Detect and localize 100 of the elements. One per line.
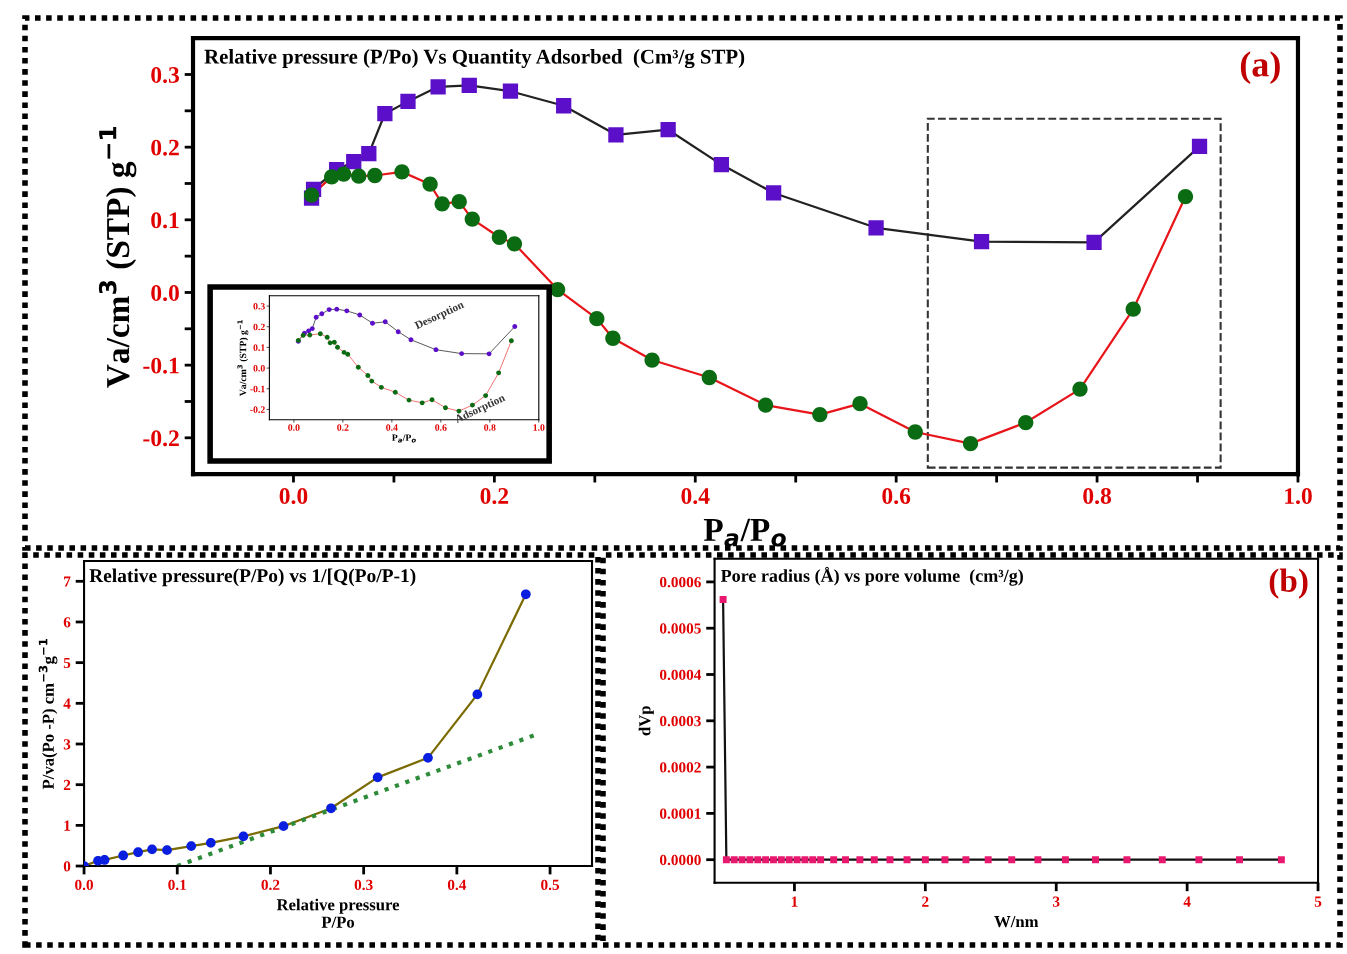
- point: [419, 400, 425, 406]
- x-tick-label: 1: [791, 896, 798, 907]
- y-tick-label: 0: [63, 861, 71, 872]
- x-tick-label: 0.0: [75, 879, 94, 891]
- point: [520, 589, 531, 600]
- point: [907, 424, 923, 440]
- point: [423, 752, 433, 763]
- x-tick-label: 0.0: [279, 488, 308, 505]
- point: [307, 332, 313, 338]
- y-tick-label: 0.3: [253, 302, 265, 310]
- point: [608, 127, 624, 143]
- point: [408, 337, 414, 343]
- point: [400, 93, 416, 110]
- point: [644, 352, 660, 368]
- point: [133, 847, 143, 858]
- point: [392, 389, 398, 395]
- annotation: (a): [1240, 51, 1280, 84]
- x-tick-label: 0.3: [354, 879, 373, 891]
- x-axis-title: P$_{a}$/P$_{o}$: [391, 434, 416, 443]
- point: [278, 821, 289, 832]
- y-axis-title: Va/cm$^{3}$ (STP) g$^{−1}$: [237, 320, 249, 397]
- point: [422, 176, 438, 192]
- x-tick-label: 0.2: [480, 488, 509, 505]
- y-tick-label: 0.2: [253, 323, 265, 331]
- x-tick-label: 2: [922, 896, 929, 907]
- x-tick-label: 0.0: [288, 424, 300, 431]
- point: [962, 435, 979, 452]
- point: [319, 311, 325, 317]
- point: [370, 320, 375, 326]
- y-tick-label: 0.3: [151, 66, 180, 84]
- point: [313, 314, 319, 320]
- x-tick-label: 0.8: [484, 424, 496, 431]
- point: [757, 397, 774, 413]
- point: [486, 351, 492, 357]
- point: [852, 396, 868, 412]
- y-tick-label: -0.1: [250, 385, 265, 393]
- y-tick-label: 0.1: [151, 212, 179, 229]
- annotation: (b): [1269, 568, 1308, 599]
- x-tick-label: 0.6: [435, 424, 447, 431]
- point: [99, 855, 110, 865]
- y-tick-label: 5: [63, 657, 71, 669]
- y-tick-label: -0.2: [250, 406, 265, 413]
- y-tick-label: 0.0002: [659, 762, 701, 773]
- point: [550, 281, 566, 298]
- point: [361, 146, 377, 162]
- y-tick-label: 3: [63, 739, 71, 750]
- chart-title: Relative pressure(P/Po) vs 1/[Q(Po/P-1): [89, 568, 416, 587]
- point: [461, 77, 477, 94]
- y-tick-label: -0.2: [143, 430, 179, 447]
- x-tick-label: 3: [1052, 896, 1060, 907]
- point: [309, 326, 315, 332]
- x-tick-label: 0.5: [541, 879, 560, 891]
- point: [382, 319, 388, 325]
- point: [451, 194, 467, 210]
- point: [660, 122, 676, 138]
- point: [605, 330, 621, 346]
- point: [335, 344, 340, 350]
- x-tick-label: 0.2: [261, 879, 280, 891]
- point: [346, 154, 362, 170]
- y-tick-label: 6: [63, 617, 71, 628]
- point: [434, 196, 450, 212]
- point: [429, 397, 435, 403]
- point: [1018, 414, 1034, 431]
- y-tick-label: 4: [63, 698, 71, 709]
- point: [812, 406, 828, 423]
- y-tick-label: 0.0004: [659, 669, 702, 681]
- x-axis-title: Relative pressure P/Po: [276, 898, 400, 928]
- point: [491, 229, 508, 245]
- point: [345, 351, 351, 357]
- point: [367, 167, 383, 184]
- x-tick-label: 1.0: [1285, 488, 1312, 505]
- point: [324, 334, 330, 340]
- point: [701, 369, 717, 386]
- point: [472, 689, 483, 700]
- y-axis-title: Va/cm$^{3}$ (STP) g$^{−1}$: [98, 126, 137, 388]
- y-tick-label: 0.0003: [659, 715, 701, 727]
- x-axis-title: W/nm: [994, 916, 1039, 928]
- y-tick-label: 0.1: [253, 344, 265, 351]
- y-tick-label: 0.0001: [659, 808, 701, 819]
- x-tick-label: 0.2: [337, 424, 349, 431]
- x-tick-label: 4: [1183, 896, 1191, 907]
- point: [344, 308, 350, 314]
- point: [162, 845, 172, 856]
- point: [443, 405, 448, 411]
- point: [430, 79, 446, 95]
- y-tick-label: 0.0: [151, 284, 179, 302]
- point: [357, 312, 363, 318]
- point: [1072, 381, 1088, 397]
- point: [502, 83, 519, 99]
- x-tick-label: 0.4: [681, 488, 710, 505]
- point: [186, 841, 197, 851]
- point: [326, 307, 332, 313]
- y-tick-label: 0.0: [253, 364, 265, 372]
- point: [512, 324, 518, 329]
- point: [336, 166, 352, 182]
- point: [147, 844, 157, 855]
- x-tick-label: 5: [1314, 896, 1322, 907]
- point: [496, 370, 502, 376]
- point: [394, 164, 410, 180]
- point: [372, 772, 383, 783]
